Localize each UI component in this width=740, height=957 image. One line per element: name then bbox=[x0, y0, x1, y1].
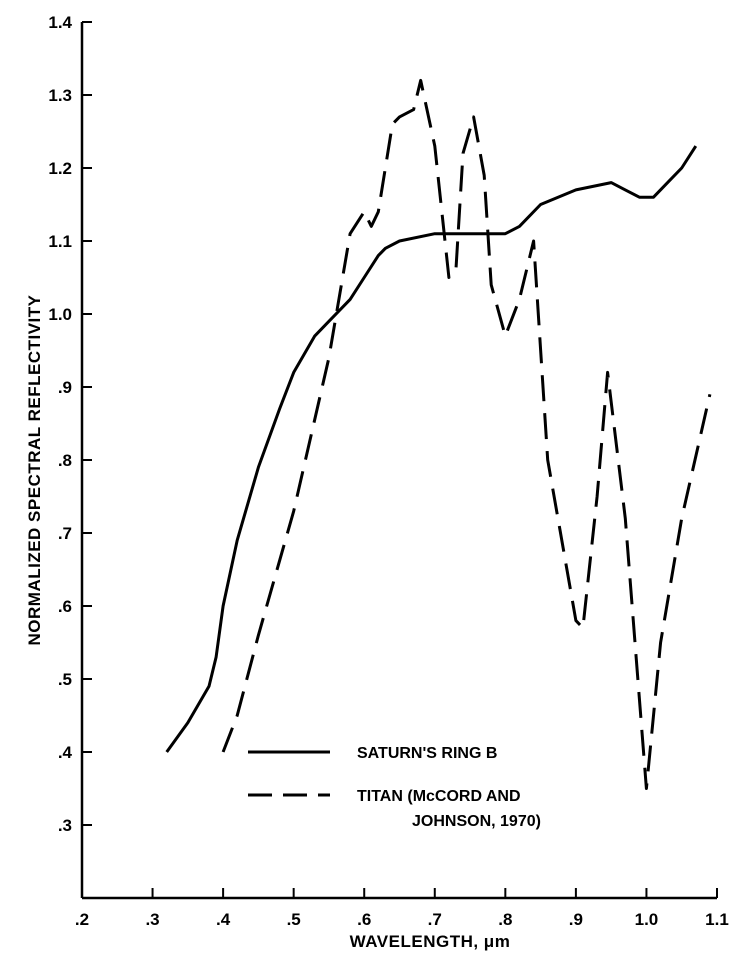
x-tick-label: .9 bbox=[569, 910, 583, 929]
x-tick-label: 1.1 bbox=[705, 910, 729, 929]
x-tick-label: .6 bbox=[357, 910, 371, 929]
y-ticks: .3 .4 .5 .6 .7 .8 .9 1.0 1.1 1.2 1.3 1.4 bbox=[48, 13, 92, 835]
x-tick-label: .7 bbox=[428, 910, 442, 929]
y-axis-title: NORMALIZED SPECTRAL REFLECTIVITY bbox=[25, 294, 44, 645]
series-layer bbox=[165, 78, 712, 790]
y-tick-label: .6 bbox=[58, 597, 72, 616]
legend-label-titan-line2: JOHNSON, 1970) bbox=[412, 813, 541, 830]
x-tick-label: 1.0 bbox=[635, 910, 659, 929]
y-tick-label: .3 bbox=[58, 816, 72, 835]
x-tick-label: .2 bbox=[75, 910, 89, 929]
y-tick-label: .7 bbox=[58, 524, 72, 543]
y-tick-label: .5 bbox=[58, 670, 72, 689]
y-tick-label: .9 bbox=[58, 378, 72, 397]
x-tick-label: .8 bbox=[498, 910, 512, 929]
y-tick-label: 1.3 bbox=[48, 86, 72, 105]
x-axis-title: WAVELENGTH, μm bbox=[350, 932, 511, 951]
x-ticks: .2 .3 .4 .5 .6 .7 .8 .9 1.0 1.1 bbox=[75, 888, 729, 929]
series-line-titan bbox=[221, 78, 712, 790]
axes bbox=[80, 22, 717, 900]
y-tick-label: 1.1 bbox=[48, 232, 72, 251]
y-tick-label: 1.0 bbox=[48, 305, 72, 324]
legend-label-titan-line1: TITAN (McCORD AND bbox=[357, 788, 521, 805]
x-tick-label: .5 bbox=[287, 910, 301, 929]
y-tick-label: .8 bbox=[58, 451, 72, 470]
y-tick-label: 1.4 bbox=[48, 13, 72, 32]
y-tick-label: .4 bbox=[58, 743, 73, 762]
legend: SATURN'S RING B TITAN (McCORD AND JOHNSO… bbox=[248, 745, 541, 830]
series-line-saturn-ring-b bbox=[165, 145, 698, 753]
y-tick-label: 1.2 bbox=[48, 159, 72, 178]
x-tick-label: .3 bbox=[145, 910, 159, 929]
x-tick-label: .4 bbox=[216, 910, 231, 929]
legend-label-saturn-ring-b: SATURN'S RING B bbox=[357, 745, 497, 762]
